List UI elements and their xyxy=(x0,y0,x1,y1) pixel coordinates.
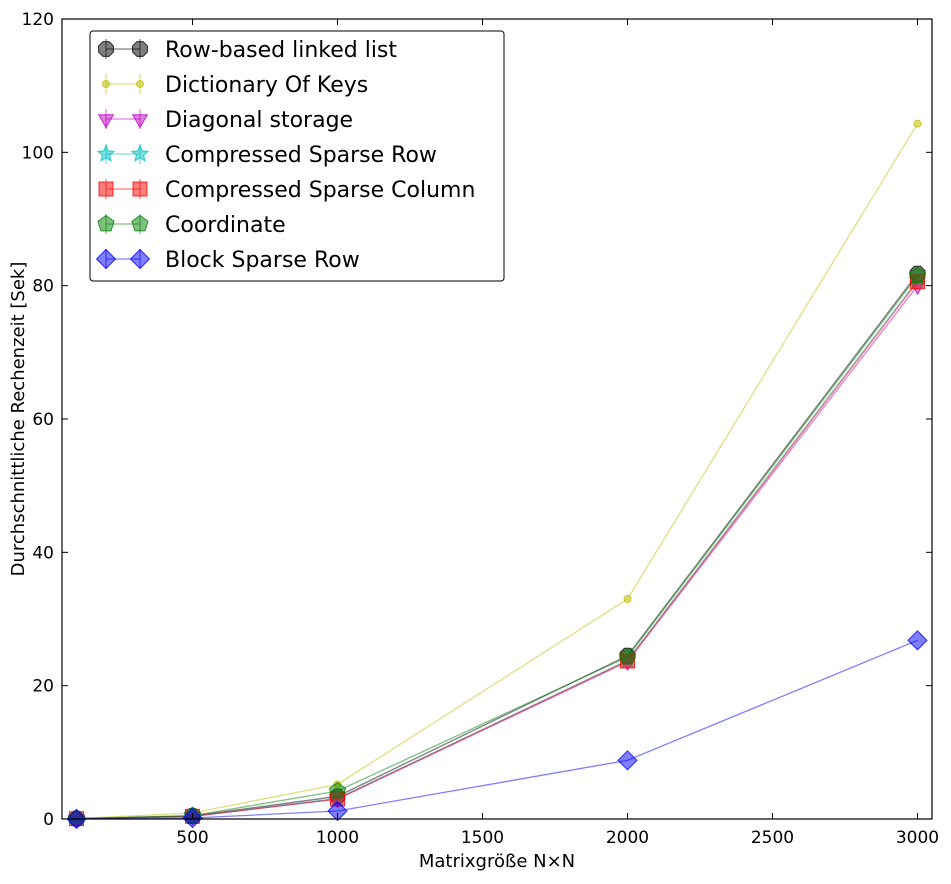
y-tick-label: 120 xyxy=(22,10,54,30)
legend: Row-based linked list Dictionary Of Keys D… xyxy=(89,30,505,282)
data-point xyxy=(913,119,922,128)
y-tick-label: 0 xyxy=(43,810,54,830)
legend-marker xyxy=(131,214,149,232)
y-axis-label: Durchschnittliche Rechenzeit [Sek] xyxy=(8,262,29,577)
legend-entry: Compressed Sparse Row xyxy=(96,143,437,168)
data-point xyxy=(618,647,637,665)
legend-marker xyxy=(102,80,110,88)
legend-marker xyxy=(132,181,148,197)
data-point xyxy=(908,266,927,284)
x-axis-label: Matrixgröße N×N xyxy=(419,851,575,872)
legend-marker xyxy=(131,114,149,129)
y-tick-label: 100 xyxy=(22,143,54,163)
x-tick-label: 500 xyxy=(176,828,208,848)
legend-entry: Row-based linked list xyxy=(98,38,397,63)
legend-marker xyxy=(136,80,144,88)
data-point xyxy=(907,630,928,651)
legend-label: Compressed Sparse Column xyxy=(165,178,475,203)
series-7 xyxy=(66,630,928,830)
y-tick-label: 80 xyxy=(32,277,54,297)
legend-marker xyxy=(98,181,114,197)
data-point xyxy=(328,781,347,799)
x-tick-label: 1000 xyxy=(316,828,359,848)
x-tick-label: 1500 xyxy=(461,828,504,848)
x-tick-label: 3000 xyxy=(896,828,939,848)
legend-marker xyxy=(132,41,148,57)
legend-marker xyxy=(130,144,150,162)
tick-layer: 500 1000 1500 2000 2500 3000 0 20 40 60 80 100 120 xyxy=(22,10,940,848)
data-point xyxy=(623,595,632,603)
x-tick-label: 2500 xyxy=(751,828,794,848)
legend-label: Diagonal storage xyxy=(165,108,353,133)
y-tick-label: 40 xyxy=(32,543,54,563)
legend-box xyxy=(89,30,505,282)
legend-label: Dictionary Of Keys xyxy=(165,73,368,98)
legend-entry: Coordinate xyxy=(97,213,286,238)
data-point xyxy=(617,750,638,771)
series-layer xyxy=(66,119,928,830)
legend-entry: Block Sparse Row xyxy=(95,248,360,273)
legend-label: Block Sparse Row xyxy=(165,248,360,273)
legend-marker xyxy=(98,41,114,57)
legend-entry: Diagonal storage xyxy=(97,108,353,133)
x-tick-label: 2000 xyxy=(606,828,649,848)
y-tick-label: 60 xyxy=(32,410,54,430)
legend-label: Row-based linked list xyxy=(165,38,397,63)
legend-label: Coordinate xyxy=(165,213,286,238)
legend-marker xyxy=(97,114,115,129)
y-tick-label: 20 xyxy=(32,677,54,697)
legend-entry: Dictionary Of Keys xyxy=(102,73,368,98)
data-point xyxy=(327,800,348,822)
legend-marker xyxy=(97,214,115,232)
legend-marker xyxy=(95,248,117,270)
legend-label: Compressed Sparse Row xyxy=(165,143,437,168)
legend-marker xyxy=(129,248,151,270)
legend-entry: Compressed Sparse Column xyxy=(98,178,475,203)
legend-marker xyxy=(96,144,116,162)
